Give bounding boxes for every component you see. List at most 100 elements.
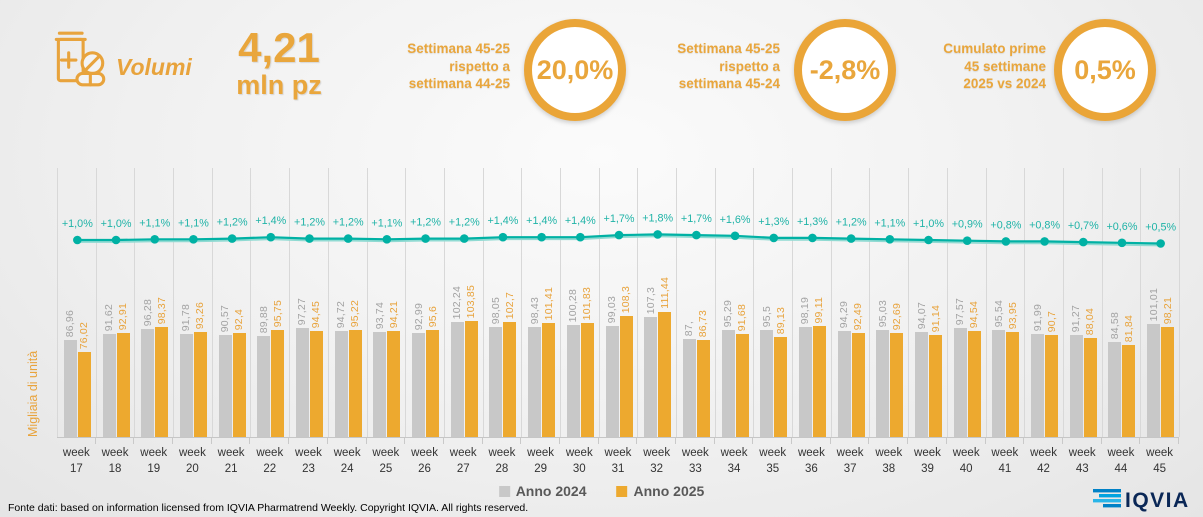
bar-value-label: 84,58 xyxy=(1108,311,1121,339)
bar-anno-2025 xyxy=(851,333,865,437)
gridline-column xyxy=(97,168,136,437)
bar-anno-2025 xyxy=(426,330,440,437)
bar-anno-2025 xyxy=(542,323,556,437)
bar-anno-2025 xyxy=(348,330,362,437)
bar-anno-2025 xyxy=(696,340,710,437)
x-axis-label: week 18 xyxy=(101,447,129,476)
bar-anno-2025 xyxy=(271,330,285,437)
bar-value-label: 90,57 xyxy=(219,304,232,332)
bar-value-label: 87, xyxy=(683,320,696,336)
x-axis-label: week 17 xyxy=(62,447,90,476)
bar-anno-2025 xyxy=(387,331,401,437)
legend-anno-2024: Anno 2024 xyxy=(498,483,587,499)
y-axis-label: Migliaia di unità xyxy=(26,350,40,437)
bar-anno-2025 xyxy=(232,333,246,437)
bar-anno-2025 xyxy=(735,334,749,437)
bar-value-label: 95,22 xyxy=(349,299,362,327)
total-volume: 4,21 mln pz xyxy=(214,24,344,101)
bar-anno-2024 xyxy=(644,317,658,437)
bar-anno-2024 xyxy=(373,332,387,437)
x-axis-label: week 20 xyxy=(178,447,206,476)
gridline-column xyxy=(870,168,910,437)
bar-value-label: 101,83 xyxy=(581,286,594,320)
gridline-column xyxy=(987,168,1026,437)
kpi-3-value: 0,5% xyxy=(1074,54,1136,85)
x-axis-label: week 32 xyxy=(643,447,671,476)
bar-value-label: 96,28 xyxy=(141,298,154,326)
bar-anno-2024 xyxy=(682,339,696,437)
kpi-1-value: 20,0% xyxy=(536,54,614,85)
x-axis-label: week 24 xyxy=(333,447,361,476)
bar-value-label: 89,88 xyxy=(257,305,270,333)
kpi-3-label: Cumulato prime 45 settimane 2025 vs 2024 xyxy=(943,41,1046,92)
gridline-column xyxy=(793,168,832,437)
gridline-column xyxy=(909,168,948,437)
gridline-column xyxy=(290,168,329,437)
bar-value-label: 89,13 xyxy=(774,306,787,334)
bar-anno-2025 xyxy=(1122,345,1136,437)
bar-anno-2024 xyxy=(257,336,271,437)
x-axis-label: week 23 xyxy=(295,447,322,476)
x-axis-label: week 19 xyxy=(140,447,168,476)
bar-anno-2024 xyxy=(1069,335,1083,437)
gridline-column xyxy=(174,168,213,437)
kpi-2-value: -2,8% xyxy=(809,54,881,85)
gridline-column xyxy=(561,168,600,437)
bar-value-label: 102,7 xyxy=(503,291,516,319)
bar-value-label: 92,69 xyxy=(890,302,903,330)
bar-anno-2025 xyxy=(193,332,207,437)
tick xyxy=(831,438,870,444)
bar-anno-2025 xyxy=(619,316,633,437)
bar-value-label: 94,45 xyxy=(310,300,323,328)
bar-anno-2024 xyxy=(566,325,580,437)
bar-anno-2025 xyxy=(1161,327,1175,437)
bar-value-label: 99,03 xyxy=(606,295,618,323)
x-axis-label: week 36 xyxy=(797,447,825,476)
bar-anno-2025 xyxy=(812,326,826,437)
x-axis-label: week 39 xyxy=(914,447,941,476)
x-axis-label: week 21 xyxy=(217,447,245,476)
bar-value-label: 107,3 xyxy=(644,286,657,314)
bar-value-label: 101,41 xyxy=(542,286,555,320)
tick xyxy=(521,438,560,444)
weekly-volume-chart: 86,96 91,62 96,28 91,78 90,57 89,88 97,27 94,72… xyxy=(57,168,1180,437)
bar-value-label: 97,57 xyxy=(954,297,967,325)
x-axis-label: week 44 xyxy=(1107,447,1135,476)
kpi-2-badge: -2,8% xyxy=(794,19,896,121)
x-axis: week 17 week 18 week 19 week 20 week 21 week 22 week… xyxy=(57,445,1179,477)
bar-anno-2025 xyxy=(77,352,91,437)
bar-anno-2025 xyxy=(1006,332,1020,437)
bar-anno-2024 xyxy=(63,340,77,437)
bar-value-label: 91,14 xyxy=(929,304,942,332)
total-volume-value: 4,21 xyxy=(238,24,320,71)
gridline-column xyxy=(638,168,677,437)
bar-value-label: 91,62 xyxy=(103,303,116,331)
bar-value-label: 86,96 xyxy=(64,309,77,337)
gridline-column xyxy=(1064,168,1103,437)
tick xyxy=(212,438,251,444)
x-axis-ticks xyxy=(57,437,1179,444)
bar-value-label: 101,01 xyxy=(1147,287,1160,321)
x-axis-label: week 22 xyxy=(256,447,284,476)
x-axis-label: week 31 xyxy=(604,447,632,476)
tick xyxy=(986,438,1025,444)
kpi-3-badge: 0,5% xyxy=(1054,19,1156,121)
bar-value-label: 94,72 xyxy=(335,300,348,328)
bar-value-label: 95,75 xyxy=(271,299,284,327)
bar-anno-2024 xyxy=(1147,324,1161,437)
bar-value-label: 108,3 xyxy=(620,285,632,313)
tick xyxy=(134,438,174,444)
bar-anno-2025 xyxy=(658,312,672,437)
tick xyxy=(173,438,212,444)
bar-value-label: 99,11 xyxy=(813,296,826,324)
bar-value-label: 91,78 xyxy=(180,303,193,331)
tick xyxy=(908,438,947,444)
gridline-column xyxy=(406,168,445,437)
bar-value-label: 92,91 xyxy=(117,302,130,330)
bar-value-label: 100,28 xyxy=(567,288,580,322)
x-axis-label: week 29 xyxy=(527,447,555,476)
bar-value-label: 97,27 xyxy=(296,297,309,325)
tick xyxy=(947,438,986,444)
tick xyxy=(367,438,406,444)
x-axis-label: week 40 xyxy=(952,447,980,476)
